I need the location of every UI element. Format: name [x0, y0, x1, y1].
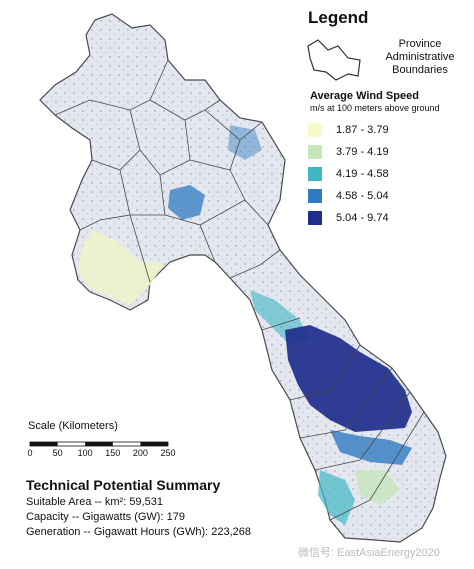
class-label: 5.04 - 9.74: [336, 212, 389, 224]
summary-title: Technical Potential Summary: [26, 477, 221, 493]
province-boundaries: [54, 59, 425, 521]
scale: Scale (Kilometers) 0 50 100 150 200 250: [27, 420, 188, 458]
scale-tick: 150: [105, 448, 121, 458]
scale-title: Scale (Kilometers): [28, 420, 118, 432]
wind-speed-subtitle: m/s at 100 meters above ground: [310, 103, 440, 113]
scale-tick: 250: [160, 448, 176, 458]
capacity: Capacity -- Gigawatts (GW): 179: [26, 511, 185, 523]
class-swatch: [308, 189, 322, 203]
class-swatch: [308, 123, 322, 137]
wind-class-item: 3.79 - 4.19: [308, 141, 470, 163]
high-wind-south: [330, 430, 412, 465]
class-swatch: [308, 211, 322, 225]
class-label: 4.19 - 4.58: [336, 168, 389, 180]
generation: Generation -- Gigawatt Hours (GWh): 223,…: [26, 526, 251, 538]
scale-ticks: 0 50 100 150 200 250: [27, 432, 188, 458]
wind-speed-title: Average Wind Speed: [310, 90, 419, 102]
class-swatch: [308, 167, 322, 181]
scale-tick: 200: [132, 448, 148, 458]
province-boundary-legend: Province Administrative Boundaries: [300, 34, 470, 84]
class-label: 1.87 - 3.79: [336, 124, 389, 136]
low-wind-area: [78, 230, 165, 305]
province-boundary-label: Province Administrative Boundaries: [385, 38, 455, 76]
class-swatch: [308, 145, 322, 159]
suitable-area: Suitable Area -- km²: 59,531: [26, 496, 163, 508]
wind-class-item: 5.04 - 9.74: [308, 207, 470, 229]
watermark: 微信号: EastAsiaEnergy2020: [298, 547, 440, 559]
central-wind-patch: [168, 185, 205, 220]
wind-class-list: 1.87 - 3.79 3.79 - 4.19 4.19 - 4.58 4.58…: [308, 119, 470, 229]
scale-tick: 0: [27, 448, 33, 458]
wind-class-item: 1.87 - 3.79: [308, 119, 470, 141]
high-wind-plateau: [285, 325, 412, 432]
wind-class-item: 4.58 - 5.04: [308, 185, 470, 207]
wind-class-item: 4.19 - 4.58: [308, 163, 470, 185]
scale-tick: 50: [52, 448, 63, 458]
province-outline-icon: [307, 39, 361, 81]
class-label: 3.79 - 4.19: [336, 146, 389, 158]
legend-title: Legend: [308, 8, 369, 27]
scale-tick: 100: [77, 448, 93, 458]
technical-potential-summary: Technical Potential Summary Suitable Are…: [26, 477, 346, 540]
teal-south: [318, 470, 355, 525]
legend: Legend Province Administrative Boundarie…: [300, 8, 470, 229]
scale-bar: [29, 441, 169, 447]
class-label: 4.58 - 5.04: [336, 190, 389, 202]
